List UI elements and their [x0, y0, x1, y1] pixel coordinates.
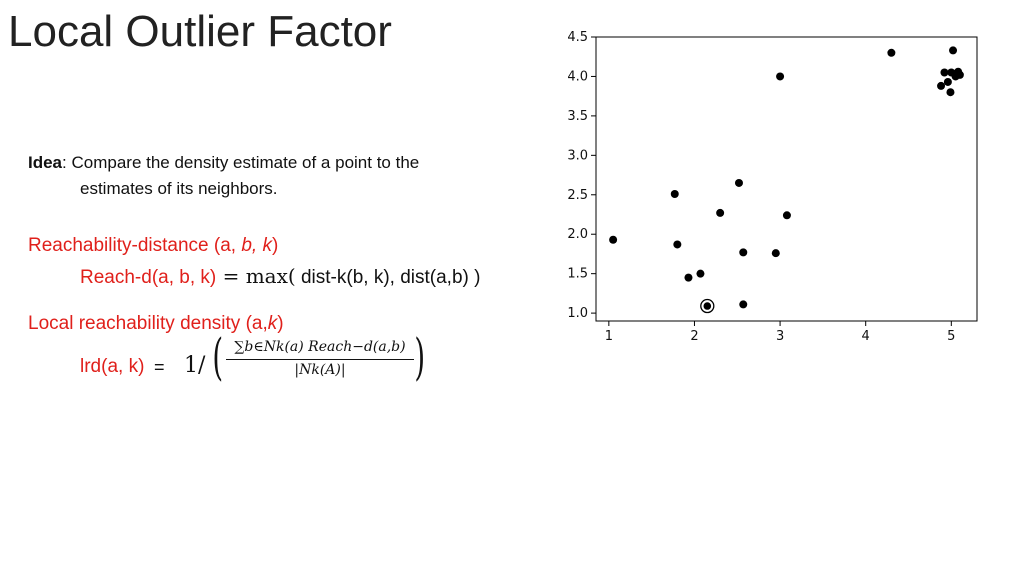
- reach-heading-prefix: Reachability-distance (a,: [28, 235, 242, 256]
- data-point: [776, 72, 785, 81]
- reach-equals: =: [216, 264, 246, 288]
- data-point: [670, 189, 679, 198]
- y-axis: 1.0 1.5 2.0 2.5 3.0 3.5 4.0 4.5: [567, 30, 596, 321]
- x-tick-label: 5: [947, 329, 955, 344]
- reachability-heading: Reachability-distance (a, b, k): [28, 235, 278, 257]
- scatter-chart: 1 2 3 4 5 1.0 1.5 2.0 2.5 3.0 3.5 4.0 4.5: [567, 30, 978, 344]
- x-tick-label: 2: [690, 329, 698, 344]
- y-tick-label: 2.0: [567, 227, 588, 242]
- lrd-heading: Local reachability density (a,k): [28, 313, 284, 335]
- lrd-equals: =: [154, 357, 165, 377]
- lrd-numerator: ∑b∈Nk(a) Reach−d(a,b): [226, 339, 414, 360]
- reach-label: Reach-d(a, b, k): [80, 267, 217, 288]
- x-tick-label: 3: [776, 329, 784, 344]
- data-point: [673, 240, 682, 249]
- y-tick-label: 1.5: [567, 267, 588, 282]
- y-tick-label: 1.0: [567, 306, 588, 321]
- data-point: [771, 249, 780, 258]
- lrd-heading-suffix: ): [277, 313, 284, 334]
- data-point: [937, 81, 946, 90]
- data-point: [949, 46, 958, 55]
- idea-text: Idea: Compare the density estimate of a …: [28, 150, 548, 202]
- lrd-one-over: 1/: [184, 353, 206, 378]
- lrd-heading-k: k: [267, 313, 278, 334]
- data-point: [782, 211, 791, 220]
- reach-formula: Reach-d(a, b, k) = max( dist-k(b, k), di…: [80, 264, 480, 289]
- lrd-fraction: ∑b∈Nk(a) Reach−d(a,b) |Nk(A)|: [226, 339, 414, 378]
- y-tick-label: 4.0: [567, 69, 588, 84]
- x-tick-label: 4: [862, 329, 870, 344]
- slide-title: Local Outlier Factor: [8, 7, 392, 56]
- data-point: [940, 68, 949, 77]
- data-point: [696, 269, 705, 278]
- lrd-denominator: |Nk(A)|: [294, 362, 346, 378]
- reach-args: dist-k(b, k), dist(a,b) ): [295, 267, 481, 288]
- idea-line-1: : Compare the density estimate of a poin…: [62, 153, 420, 172]
- y-tick-label: 2.5: [567, 188, 588, 203]
- reach-heading-bk: b, k: [241, 235, 272, 256]
- reach-max: max(: [245, 264, 296, 288]
- idea-line-2: estimates of its neighbors.: [80, 179, 278, 198]
- right-paren: ): [414, 328, 426, 386]
- data-point: [946, 88, 955, 97]
- data-point: [734, 178, 743, 187]
- y-tick-label: 4.5: [567, 30, 588, 45]
- highlighted-point-ring: [700, 298, 715, 314]
- data-point: [955, 70, 964, 79]
- highlighted-point: [703, 302, 712, 310]
- data-point: [739, 300, 748, 309]
- left-paren: (: [212, 328, 224, 386]
- y-tick-label: 3.5: [567, 109, 588, 124]
- y-tick-label: 3.0: [567, 148, 588, 163]
- data-point: [887, 48, 896, 57]
- lrd-label: lrd(a, k): [80, 356, 145, 377]
- data-point: [716, 208, 725, 217]
- x-axis: 1 2 3 4 5: [605, 321, 955, 344]
- x-tick-label: 1: [605, 329, 613, 344]
- plot-frame: [595, 36, 978, 322]
- lrd-heading-prefix: Local reachability density (a,: [28, 313, 268, 334]
- data-points: [609, 46, 964, 314]
- data-point: [684, 273, 693, 282]
- data-point: [609, 235, 618, 244]
- reach-heading-suffix: ): [271, 235, 279, 256]
- idea-label: Idea: [28, 153, 63, 172]
- data-point: [943, 77, 952, 86]
- data-point: [739, 248, 748, 257]
